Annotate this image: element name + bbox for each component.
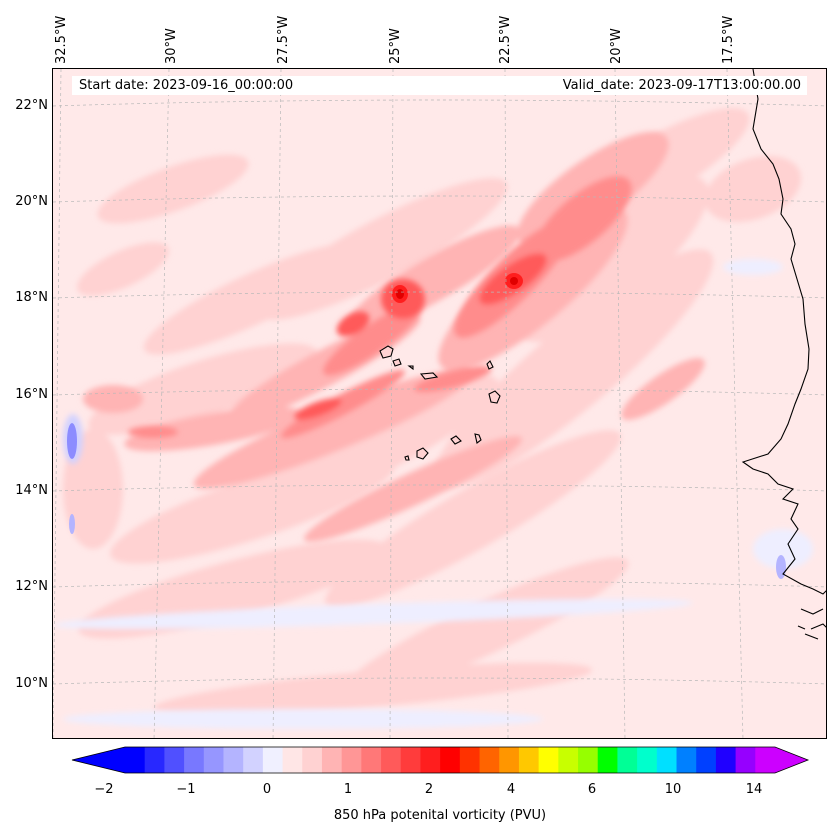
- colorbar-extend-high: [775, 747, 808, 773]
- colorbar-swatch: [125, 747, 146, 773]
- lat-label-14n: 14°N: [15, 483, 48, 498]
- lat-label-18n: 18°N: [15, 290, 48, 305]
- colorbar-tick: −1: [176, 782, 196, 797]
- lon-label-32-5w: 32.5°W: [54, 15, 69, 64]
- colorbar-swatch: [400, 747, 421, 773]
- colorbar-swatch: [715, 747, 737, 773]
- colorbar-tick: 14: [745, 782, 763, 797]
- colorbar-swatch: [223, 747, 244, 773]
- africa-coastline: [741, 69, 826, 595]
- colorbar-swatch: [676, 747, 697, 773]
- colorbar-tick: 6: [587, 782, 597, 797]
- lat-label-16n: 16°N: [15, 387, 48, 402]
- valid-date-label: Valid_date: 2023-09-17T13:00:00.00: [562, 78, 801, 93]
- colorbar-swatch: [381, 747, 402, 773]
- colorbar-tick: 2: [424, 782, 434, 797]
- colorbar-tick: −2: [94, 782, 114, 797]
- negative-pv-spot-2: [69, 514, 75, 534]
- colorbar-tick: 4: [506, 782, 516, 797]
- colorbar-swatch: [361, 747, 382, 773]
- lat-label-20n: 20°N: [15, 194, 48, 209]
- colorbar-swatch: [440, 747, 461, 773]
- colorbar-swatch: [597, 747, 618, 773]
- colorbar-swatch: [420, 747, 441, 773]
- colorbar-swatch: [479, 747, 500, 773]
- lat-label-10n: 10°N: [15, 676, 48, 691]
- colorbar-swatch: [459, 747, 481, 773]
- start-date-label: Start date: 2023-09-16_00:00:00: [79, 78, 294, 93]
- colorbar-tick: 1: [343, 782, 353, 797]
- pv-field-light: [63, 108, 802, 716]
- lon-label-30w: 30°W: [164, 28, 179, 64]
- lon-label-17-5w: 17.5°W: [721, 15, 736, 64]
- colorbar-tick: 0: [262, 782, 272, 797]
- colorbar: [71, 746, 810, 774]
- date-info-bar: [72, 76, 807, 95]
- lat-label-12n: 12°N: [15, 579, 48, 594]
- coastal-islands-south: [797, 608, 826, 640]
- colorbar-swatch: [184, 747, 205, 773]
- colorbar-swatch: [262, 747, 284, 773]
- colorbar-swatch: [302, 747, 323, 773]
- colorbar-swatch: [518, 747, 540, 773]
- lon-label-25w: 25°W: [388, 28, 403, 64]
- negative-pv-spot: [67, 423, 77, 459]
- colorbar-swatch: [164, 747, 185, 773]
- lon-label-22-5w: 22.5°W: [498, 15, 513, 64]
- colorbar-swatch: [499, 747, 520, 773]
- colorbar-swatch: [755, 747, 776, 773]
- cape-verde-islands: [379, 345, 501, 461]
- colorbar-swatch: [243, 747, 264, 773]
- lat-label-22n: 22°N: [15, 98, 48, 113]
- colorbar-swatch: [321, 747, 343, 773]
- colorbar-swatch: [341, 747, 362, 773]
- colorbar-tick: 10: [664, 782, 682, 797]
- pv-maximum-east-core: [510, 277, 518, 285]
- colorbar-label: 850 hPa potenital vorticity (PVU): [333, 808, 547, 823]
- colorbar-extend-low: [72, 747, 125, 773]
- colorbar-swatch: [617, 747, 638, 773]
- colorbar-swatch: [656, 747, 678, 773]
- colorbar-outline: [71, 746, 810, 774]
- colorbar-swatch: [696, 747, 717, 773]
- colorbar-swatch: [282, 747, 303, 773]
- pv-maximum-west-core: [396, 289, 404, 299]
- colorbar-swatch: [578, 747, 599, 773]
- colorbar-swatch: [558, 747, 579, 773]
- colorbar-swatch: [637, 747, 658, 773]
- lon-label-27-5w: 27.5°W: [276, 15, 291, 64]
- pv-field-negative: [53, 259, 813, 729]
- graticule: [53, 69, 826, 738]
- colorbar-swatch: [203, 747, 224, 773]
- lon-label-20w: 20°W: [609, 28, 624, 64]
- colorbar-swatch: [538, 747, 559, 773]
- pv-contour-field: [53, 69, 826, 738]
- colorbar-swatch: [735, 747, 756, 773]
- colorbar-swatch: [144, 747, 165, 773]
- pv-map: [52, 68, 827, 739]
